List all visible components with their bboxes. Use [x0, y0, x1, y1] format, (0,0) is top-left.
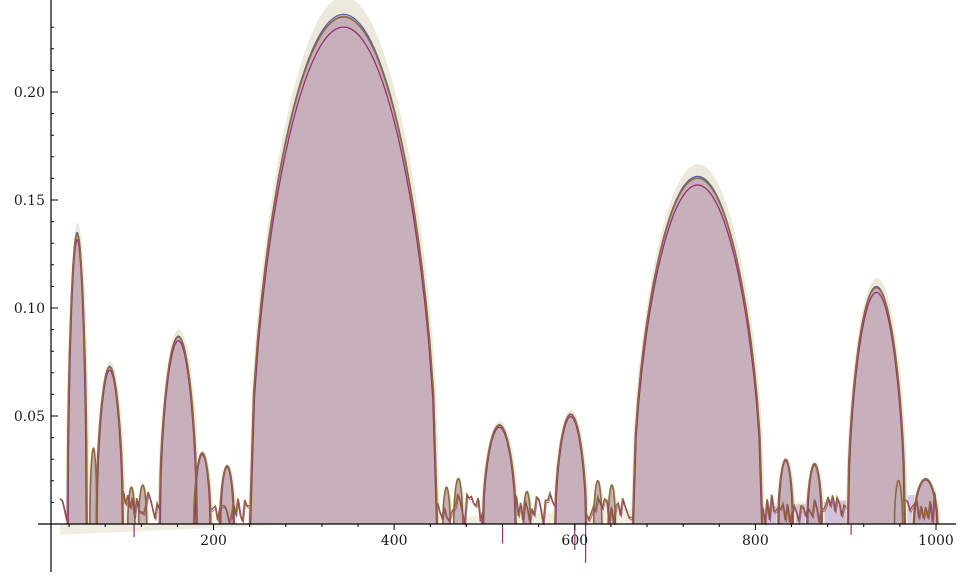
baseline-noise-magenta [763, 496, 848, 526]
baseline-noise-magenta [438, 495, 485, 526]
x-tick-label: 600 [561, 533, 588, 549]
x-tick-label: 800 [742, 533, 769, 549]
series-magenta-line [159, 340, 198, 525]
baseline-noise [515, 490, 556, 524]
series-brown-line [806, 462, 823, 525]
baseline-noise [210, 498, 250, 525]
series-brown-line [453, 477, 464, 525]
baseline-noise [59, 497, 68, 521]
lobe-fill [159, 336, 198, 524]
lobe-fill [632, 176, 763, 524]
series-brown-line [777, 458, 795, 525]
series-brown-line [607, 484, 617, 525]
series-magenta-line [555, 415, 587, 525]
baseline-noise-magenta [906, 493, 937, 525]
series-magenta-line [632, 184, 763, 525]
series-brown-line [66, 232, 88, 525]
x-tick-label: 400 [381, 533, 408, 549]
baseline-noise-magenta [60, 500, 69, 523]
lobe-fill [96, 366, 124, 524]
y-tick-label: 0.10 [14, 301, 45, 317]
axes-group: 0.05 0.10 0.15 0.20 200 400 600 800 1000 [14, 0, 956, 572]
x-tick-label: 1000 [918, 533, 954, 549]
x-tick-label: 200 [200, 533, 227, 549]
series-brown-line [248, 15, 439, 525]
y-tick-label: 0.20 [14, 85, 45, 101]
series-brown-line [137, 484, 148, 525]
series-magenta-line [847, 291, 906, 525]
series-brown-line [554, 413, 588, 525]
series-brown-line [912, 478, 939, 525]
series-magenta-line [249, 26, 438, 525]
series-brown-line [846, 286, 907, 525]
series-brown-line [442, 486, 451, 525]
lobe-fill [847, 286, 906, 524]
series-brown-line [631, 177, 764, 525]
lobe-fill [554, 413, 587, 524]
base-band [60, 498, 882, 535]
series-brown-line [89, 447, 98, 525]
baseline-noise [761, 494, 847, 524]
baseline-noise-magenta [516, 493, 556, 526]
y-tick-label: 0.15 [14, 193, 45, 209]
series-brown-line [481, 424, 517, 525]
noise-group [59, 490, 937, 563]
baseline-noise-magenta [211, 500, 251, 525]
series-brown-line [95, 366, 124, 525]
series-brown-line [219, 465, 236, 525]
series-magenta-line [482, 426, 516, 525]
series-brown-line [592, 480, 603, 525]
baseline-noise [122, 491, 161, 519]
y-tick-label: 0.05 [14, 409, 45, 425]
series-brown-line [158, 336, 199, 525]
series-brown-line [192, 452, 212, 525]
baseline-noise-magenta [123, 493, 161, 521]
series-brown-line [893, 480, 904, 525]
lobe-fill [482, 424, 517, 524]
lobe-fill [249, 14, 438, 524]
